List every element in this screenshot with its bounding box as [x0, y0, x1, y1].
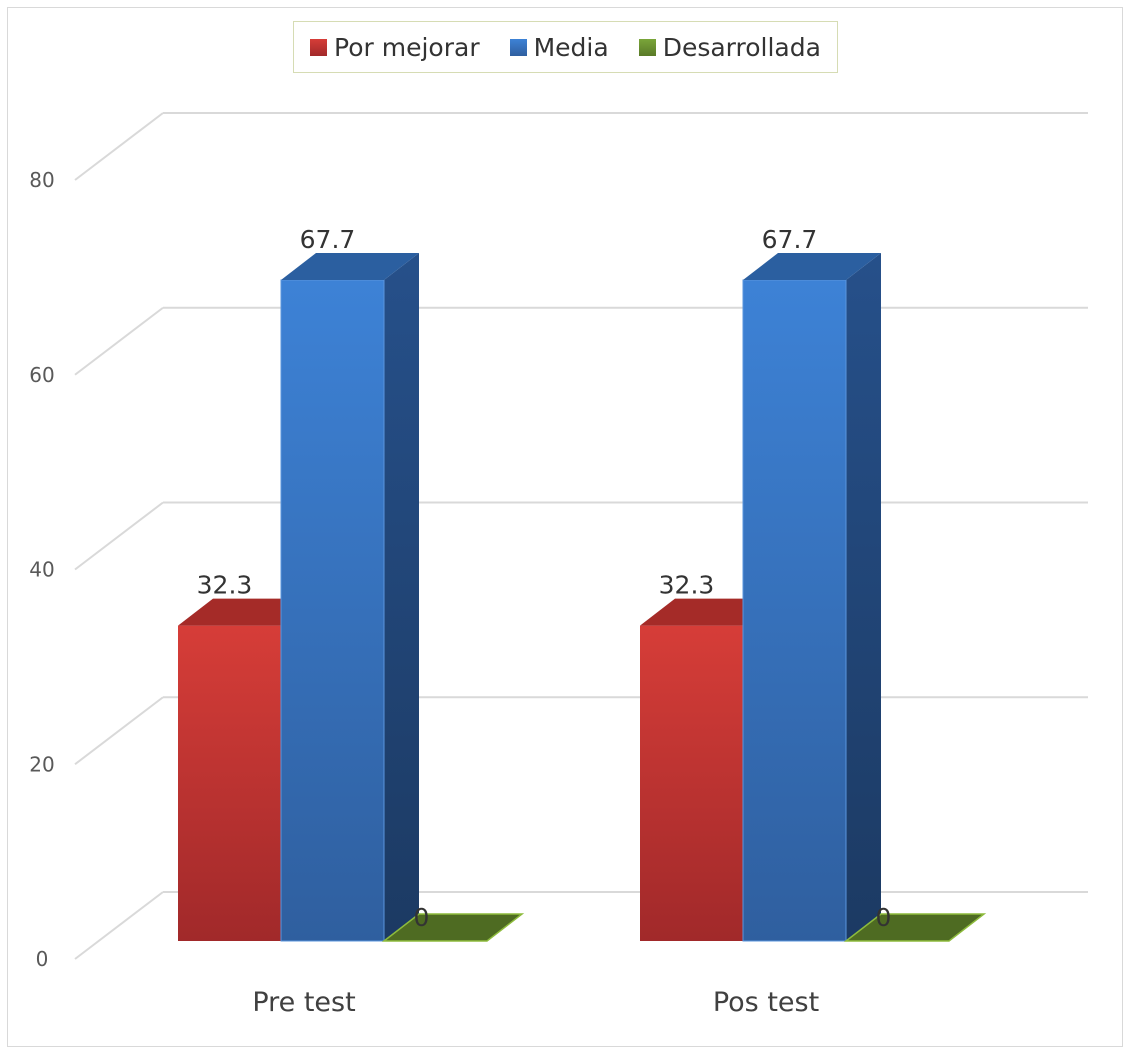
data-label: 67.7: [762, 225, 818, 254]
gridline-side: [74, 501, 164, 571]
y-tick-label: 60: [29, 363, 54, 387]
data-label: 67.7: [300, 225, 356, 254]
bar-desarrollada: [843, 913, 987, 942]
bar-media: [742, 253, 881, 942]
legend-label: Por mejorar: [334, 32, 480, 62]
gridline-side: [74, 306, 164, 376]
legend-item-desarrollada: Desarrollada: [638, 32, 821, 62]
bar-desarrollada: [381, 913, 525, 942]
legend-swatch-green: [638, 38, 656, 56]
bar-side-face: [846, 253, 881, 941]
legend-item-media: Media: [509, 32, 609, 62]
bar-top-face: [743, 253, 881, 280]
y-tick-label: 20: [29, 752, 54, 776]
gridline-side: [74, 891, 164, 960]
y-tick-label: 80: [29, 168, 54, 192]
legend-label: Media: [533, 32, 609, 62]
bar-front-face: [742, 279, 847, 942]
legend-label: Desarrollada: [662, 32, 821, 62]
legend-swatch-red: [310, 38, 328, 56]
bar-front-face: [280, 279, 385, 942]
bar-top-face: [281, 253, 419, 280]
bar-front-face: [178, 625, 281, 941]
data-label: 32.3: [659, 571, 715, 600]
bar-front-face: [640, 625, 743, 941]
x-category-label: Pos test: [713, 987, 819, 1018]
gridline-side: [74, 696, 164, 766]
bar-media: [280, 253, 419, 942]
bar-top-face: [843, 913, 987, 942]
data-label: 0: [414, 903, 430, 932]
x-category-label: Pre test: [252, 987, 355, 1018]
legend: Por mejorar Media Desarrollada: [293, 21, 838, 73]
y-tick-label: 0: [36, 947, 49, 971]
bar-side-face: [384, 253, 419, 941]
bar-top-face: [381, 913, 525, 942]
legend-swatch-blue: [509, 38, 527, 56]
gridline-side: [74, 112, 164, 181]
legend-item-por-mejorar: Por mejorar: [310, 33, 480, 62]
y-tick-label: 40: [29, 558, 54, 582]
data-label: 32.3: [197, 571, 253, 600]
data-label: 0: [876, 903, 892, 932]
